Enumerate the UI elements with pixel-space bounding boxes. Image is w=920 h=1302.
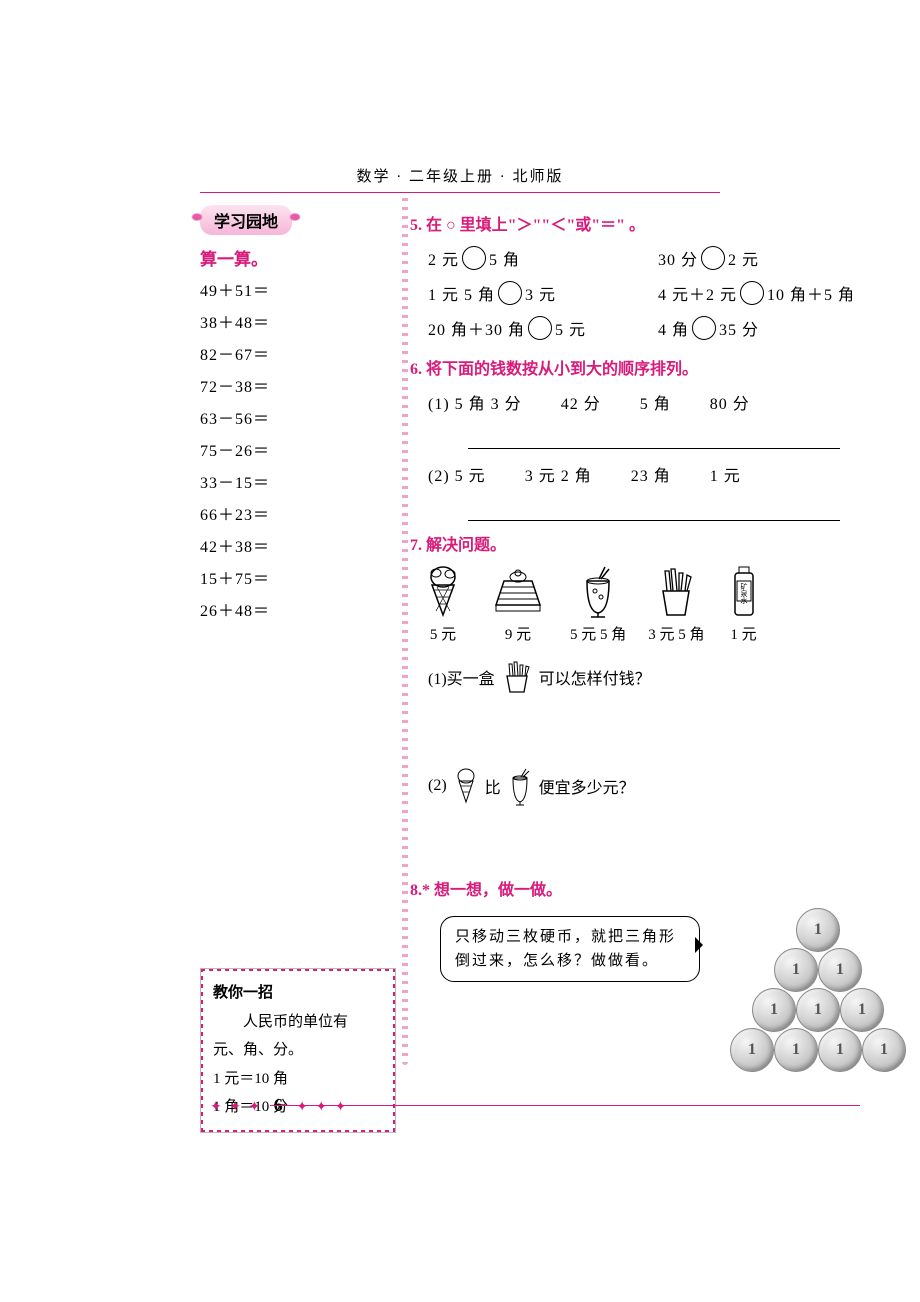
item-drink: 5 元 5 角 xyxy=(570,563,626,644)
calc-item: 82－67＝ xyxy=(200,340,400,372)
coin-icon: 1 xyxy=(796,908,840,952)
tip-line: 元、角、分。 xyxy=(213,1036,383,1065)
q7-sub2: (2) 比 便宜多少元？ xyxy=(428,766,860,806)
calc-item: 72－38＝ xyxy=(200,372,400,404)
column-divider xyxy=(402,195,408,1065)
compare-circle[interactable] xyxy=(692,316,716,340)
coin-icon: 1 xyxy=(796,988,840,1032)
compare-circle[interactable] xyxy=(498,281,522,305)
q5-body: 2 元5 角 30 分2 元 1 元 5 角3 元 4 元＋2 元10 角＋5 … xyxy=(428,243,860,349)
calc-item: 33－15＝ xyxy=(200,468,400,500)
calc-item: 75－26＝ xyxy=(200,436,400,468)
coin-icon: 1 xyxy=(840,988,884,1032)
q5-title: 5. 在 ○ 里填上"＞""＜"或"＝" 。 xyxy=(410,211,860,235)
compare-circle[interactable] xyxy=(701,246,725,270)
compare-circle[interactable] xyxy=(528,316,552,340)
fries-icon xyxy=(651,563,701,619)
fries-icon xyxy=(499,658,535,696)
svg-text:水: 水 xyxy=(740,596,747,605)
water-icon: 矿泉水 xyxy=(727,563,761,619)
coin-icon: 1 xyxy=(818,1028,862,1072)
coin-icon: 1 xyxy=(774,1028,818,1072)
item-icecream: 5 元 xyxy=(420,563,466,644)
speech-bubble: 只移动三枚硬币，就把三角形倒过来，怎么移？做做看。 xyxy=(440,916,700,982)
tip-title: 教你一招 xyxy=(213,979,383,1008)
coin-icon: 1 xyxy=(862,1028,906,1072)
calc-item: 42＋38＝ xyxy=(200,532,400,564)
items-row: 5 元 9 元 5 元 5 角 3 元 5 角 矿泉水 1 元 xyxy=(420,563,860,644)
calc-item: 38＋48＝ xyxy=(200,308,400,340)
page-header: 数学 · 二年级上册 · 北师版 xyxy=(0,0,920,186)
q7-title: 7. 解决问题。 xyxy=(410,531,860,555)
item-fries: 3 元 5 角 xyxy=(648,563,704,644)
coin-icon: 1 xyxy=(752,988,796,1032)
compare-circle[interactable] xyxy=(740,281,764,305)
q6-title: 6. 将下面的钱数按从小到大的顺序排列。 xyxy=(410,355,860,379)
coin-icon: 1 xyxy=(730,1028,774,1072)
q7-sub1: (1)买一盒 可以怎样付钱？ xyxy=(428,658,860,696)
study-badge: 学习园地 xyxy=(200,205,292,235)
answer-line[interactable] xyxy=(468,498,840,521)
calc-item: 15＋75＝ xyxy=(200,564,400,596)
tip-line: 人民币的单位有 xyxy=(213,1008,383,1037)
drink-icon xyxy=(575,563,621,619)
item-water: 矿泉水 1 元 xyxy=(727,563,761,644)
answer-line[interactable] xyxy=(468,426,840,449)
calc-list: 49＋51＝ 38＋48＝ 82－67＝ 72－38＝ 63－56＝ 75－26… xyxy=(200,276,400,628)
compare-circle[interactable] xyxy=(462,246,486,270)
footer-rule xyxy=(270,1105,860,1106)
q8-title: 8.* 想一想，做一做。 xyxy=(410,876,860,900)
cake-icon xyxy=(488,563,548,619)
main-content: 5. 在 ○ 里填上"＞""＜"或"＝" 。 2 元5 角 30 分2 元 1 … xyxy=(400,205,860,1133)
q6-body: (1) 5 角 3 分 42 分 5 角 80 分 (2) 5 元 3 元 2 … xyxy=(428,387,860,521)
icecream-icon xyxy=(420,563,466,619)
header-rule xyxy=(200,192,720,193)
sidebar: 学习园地 算一算。 49＋51＝ 38＋48＝ 82－67＝ 72－38＝ 63… xyxy=(200,205,400,1133)
item-cake: 9 元 xyxy=(488,563,548,644)
calc-item: 66＋23＝ xyxy=(200,500,400,532)
calc-item: 63－56＝ xyxy=(200,404,400,436)
calc-item: 26＋48＝ xyxy=(200,596,400,628)
calc-item: 49＋51＝ xyxy=(200,276,400,308)
icecream-icon xyxy=(451,766,481,806)
calc-title: 算一算。 xyxy=(200,245,400,270)
coin-icon: 1 xyxy=(818,948,862,992)
tip-line: 1 元＝10 角 xyxy=(213,1065,383,1094)
coin-icon: 1 xyxy=(774,948,818,992)
drink-icon xyxy=(505,766,535,806)
